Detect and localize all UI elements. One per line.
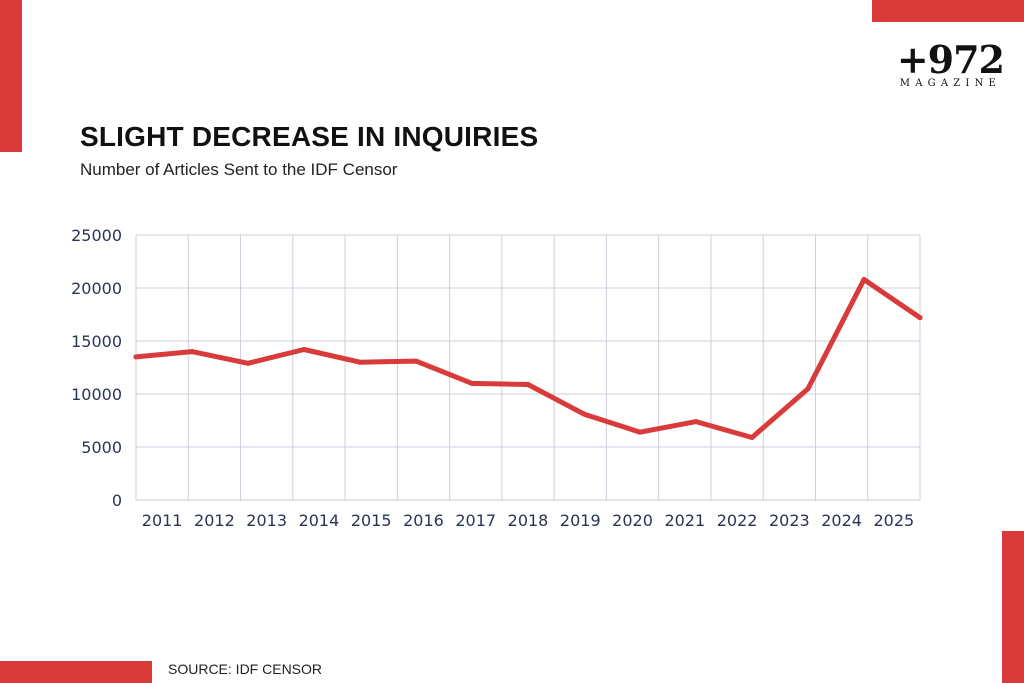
x-tick-label: 2023 xyxy=(769,511,810,530)
data-point xyxy=(749,434,755,440)
data-point xyxy=(917,315,923,321)
decorative-bar-bottom-left xyxy=(0,661,152,683)
x-tick-label: 2021 xyxy=(664,511,705,530)
x-tick-label: 2022 xyxy=(717,511,758,530)
data-point xyxy=(469,380,475,386)
series-line xyxy=(133,277,923,440)
x-tick-label: 2014 xyxy=(299,511,340,530)
data-point xyxy=(301,346,307,352)
x-tick-label: 2025 xyxy=(874,511,915,530)
chart-title: SLIGHT DECREASE IN INQUIRIES xyxy=(80,121,539,152)
data-point xyxy=(637,429,643,435)
y-tick-label: 20000 xyxy=(71,279,122,298)
x-tick-label: 2017 xyxy=(455,511,496,530)
data-point xyxy=(581,411,587,417)
x-tick-label: 2013 xyxy=(246,511,287,530)
data-point xyxy=(805,386,811,392)
y-tick-label: 0 xyxy=(112,491,122,510)
data-point xyxy=(133,354,139,360)
data-point xyxy=(357,359,363,365)
brand-logo: +972 MAGAZINE xyxy=(896,37,1005,90)
y-tick-label: 10000 xyxy=(71,385,122,404)
source-note: SOURCE: IDF CENSOR xyxy=(168,661,323,677)
data-point xyxy=(189,349,195,355)
logo-sub-text: MAGAZINE xyxy=(899,78,1002,89)
x-tick-label: 2016 xyxy=(403,511,444,530)
x-tick-label: 2019 xyxy=(560,511,601,530)
data-point xyxy=(861,277,867,283)
chart-subtitle: Number of Articles Sent to the IDF Censo… xyxy=(80,160,398,179)
y-tick-label: 25000 xyxy=(71,226,122,245)
data-point xyxy=(693,419,699,425)
logo-main-text: +972 xyxy=(896,37,1005,82)
data-point xyxy=(245,360,251,366)
y-tick-label: 15000 xyxy=(71,332,122,351)
x-tick-label: 2024 xyxy=(821,511,862,530)
y-tick-label: 5000 xyxy=(81,438,122,457)
data-point xyxy=(525,381,531,387)
x-tick-label: 2018 xyxy=(508,511,549,530)
data-point xyxy=(413,358,419,364)
x-tick-label: 2020 xyxy=(612,511,653,530)
x-tick-label: 2015 xyxy=(351,511,392,530)
x-tick-label: 2011 xyxy=(142,511,183,530)
decorative-bar-right-bottom xyxy=(1002,531,1024,683)
decorative-bar-top-right xyxy=(872,0,1024,22)
decorative-bar-left-top xyxy=(0,0,22,152)
x-tick-label: 2012 xyxy=(194,511,235,530)
